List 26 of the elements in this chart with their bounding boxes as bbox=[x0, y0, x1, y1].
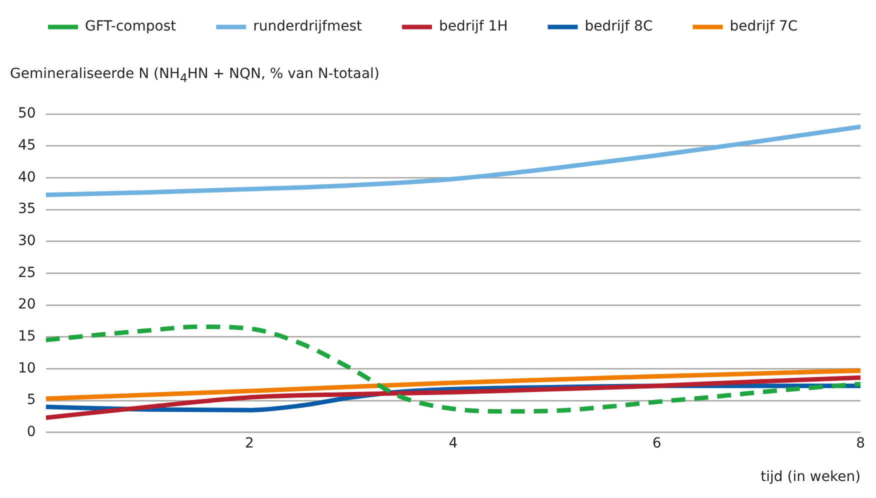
y-tick-label: 30 bbox=[18, 233, 36, 249]
y-axis-title: Gemineraliseerde N (NH$_{4}$HN + NQN, % van N-totaal) bbox=[10, 66, 380, 85]
legend-label: GFT-compost bbox=[85, 18, 177, 35]
x-axis-title: tijd (in weken) bbox=[760, 469, 861, 486]
line-series bbox=[46, 324, 861, 414]
y-tick-label: 0 bbox=[26, 424, 36, 440]
y-tick-label: 45 bbox=[18, 137, 36, 154]
y-tick-label: 25 bbox=[18, 264, 36, 281]
line-series bbox=[46, 124, 861, 198]
line-series bbox=[46, 375, 861, 420]
y-tick-label: 20 bbox=[18, 296, 36, 313]
y-tick-label: 35 bbox=[18, 201, 36, 218]
x-tick-label: 2 bbox=[245, 435, 254, 452]
y-tick-label: 5 bbox=[26, 392, 36, 408]
legend-label: bedrijf 1H bbox=[439, 18, 508, 35]
legend-label: bedrijf 8C bbox=[584, 18, 653, 35]
line-series bbox=[46, 368, 861, 401]
x-tick-label: 8 bbox=[856, 435, 866, 452]
legend-label: bedrijf 7C bbox=[730, 18, 798, 35]
legend-label: runderdrijfmest bbox=[253, 18, 363, 35]
y-tick-label: 40 bbox=[18, 169, 36, 186]
x-tick-label: 4 bbox=[448, 435, 458, 452]
y-tick-label: 10 bbox=[18, 360, 36, 376]
y-tick-label: 50 bbox=[18, 106, 36, 122]
x-tick-label: 6 bbox=[652, 435, 662, 452]
y-tick-label: 15 bbox=[18, 328, 36, 345]
